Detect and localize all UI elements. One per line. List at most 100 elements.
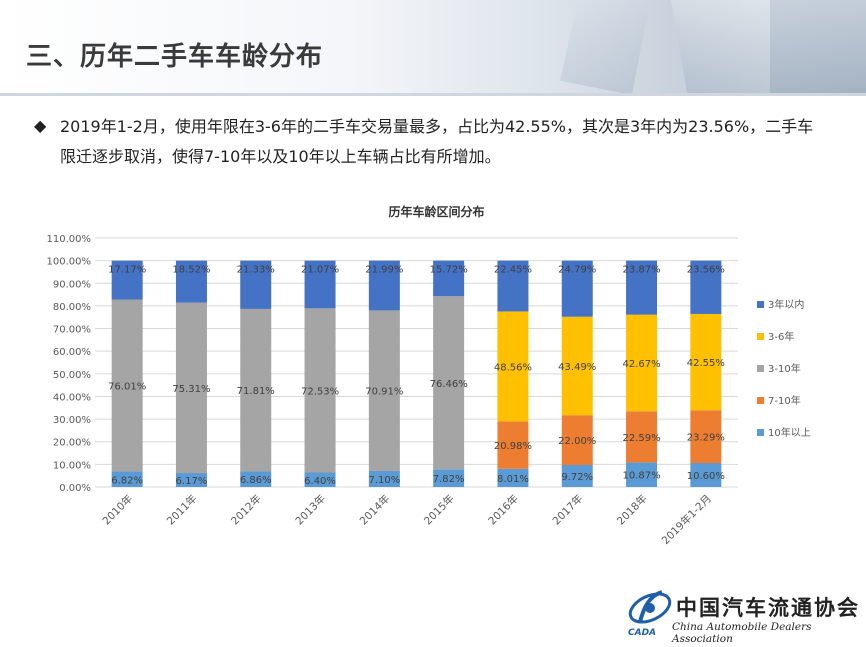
data-label: 42.67% [622,359,660,370]
bar-segment [690,260,722,314]
y-tick-label: 30.00% [53,415,91,426]
header-decoration [560,0,650,95]
x-tick-label: 2014年 [357,492,393,528]
legend-label: 3年以内 [768,298,804,311]
bar-segment [626,411,658,463]
bar-segment [561,260,593,317]
x-tick-label: 2019年1-2月 [659,492,714,547]
data-label: 8.01% [497,474,529,485]
bar-segment [304,472,336,487]
bar-segment [368,310,400,471]
x-tick-label: 2011年 [164,492,200,528]
x-tick-label: 2012年 [228,492,264,528]
data-label: 24.79% [558,265,596,276]
legend-label: 3-10年 [768,362,801,375]
data-label: 10.87% [622,471,660,482]
bar-segment [690,313,722,411]
data-label: 42.55% [687,358,725,369]
y-tick-label: 90.00% [53,279,91,290]
data-label: 48.56% [494,362,532,373]
data-label: 72.53% [301,386,339,397]
y-tick-label: 20.00% [53,438,91,449]
bar-segment [368,470,400,487]
bar-segment [433,260,465,297]
bar-segment [561,316,593,416]
bar-segment [433,469,465,487]
summary-paragraph: 2019年1-2月，使用年限在3-6年的二手车交易量最多，占比为42.55%，其… [60,117,814,166]
y-tick-label: 60.00% [53,347,91,358]
data-label: 21.33% [237,265,275,276]
x-tick-label: 2015年 [421,492,457,528]
legend-swatch [757,301,764,308]
y-tick-label: 0.00% [59,483,91,494]
page-title: 三、历年二手车车龄分布 [26,42,324,72]
bar-segment [626,462,658,487]
data-label: 10.60% [687,471,725,482]
legend-swatch [757,333,764,340]
diamond-bullet-icon: ◆ [34,116,47,135]
data-label: 6.82% [111,475,143,486]
y-tick-label: 10.00% [53,460,91,471]
legend-swatch [757,365,764,372]
bar-segment [175,302,207,474]
logo-chinese-name: 中国汽车流通协会 [676,595,860,620]
y-tick-label: 50.00% [53,370,91,381]
data-label: 18.52% [172,265,210,276]
stacked-bar-chart: 历年车龄区间分布 0.00% 10.00% 20.00% 30.00% 40.00% 50.… [30,190,820,570]
bar-segment [561,464,593,487]
bar-segment [497,421,529,469]
chart-title: 历年车龄区间分布 [388,204,484,219]
bar-segment [368,260,400,311]
bar-segment [304,260,336,309]
bar-segment [240,308,272,472]
bar-segment [497,468,529,487]
data-label: 15.72% [430,265,468,276]
y-tick-label: 100.00% [47,257,92,268]
y-tick-label: 80.00% [53,302,91,313]
title-divider [0,93,866,96]
data-label: 75.31% [172,384,210,395]
logo-english-name: China Automobile Dealers Association [672,621,812,645]
data-label: 6.17% [176,476,208,487]
data-label: 23.56% [687,265,725,276]
bar-segment [561,415,593,465]
x-tick-label: 2017年 [550,492,586,528]
logo-abbreviation: CADA [628,628,657,638]
x-tick-label: 2016年 [486,492,522,528]
x-tick-label: 2013年 [293,492,329,528]
data-label: 21.07% [301,265,339,276]
header-decoration [671,0,770,95]
bar-segment [240,260,272,309]
data-label: 71.81% [237,386,275,397]
data-label: 23.87% [622,265,660,276]
bar-segment [626,314,658,412]
data-label: 76.01% [108,382,146,393]
bar-segment [111,471,143,487]
chart-canvas: 历年车龄区间分布 0.00% 10.00% 20.00% 30.00% 40.00% 50.… [47,204,811,547]
x-tick-label: 2018年 [614,492,650,528]
data-label: 6.40% [304,476,336,487]
bar-segment [111,299,143,472]
legend-swatch [757,429,764,436]
bar-segment [240,471,272,487]
legend-label: 7-10年 [768,394,801,407]
bar-segment [304,308,336,473]
bar-segment [626,260,658,315]
legend-label: 10年以上 [768,426,811,439]
data-label: 22.00% [558,436,596,447]
bar-segment [433,296,465,470]
data-label: 22.59% [622,433,660,444]
bar-segment [497,311,529,422]
header-decoration [770,0,866,95]
x-tick-label: 2010年 [100,492,136,528]
data-label: 22.45% [494,265,532,276]
data-label: 23.29% [687,433,725,444]
legend-swatch [757,397,764,404]
data-label: 6.86% [240,475,272,486]
y-tick-label: 40.00% [53,392,91,403]
data-label: 7.82% [433,474,465,485]
cada-logo: CADA 中国汽车流通协会 China Automobile Dealers A… [626,588,862,645]
data-label: 43.49% [558,362,596,373]
bar-segment [497,260,529,312]
legend-label: 3-6年 [768,330,794,343]
